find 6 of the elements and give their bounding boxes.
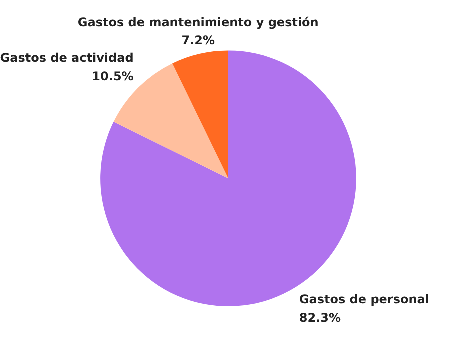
data-label: 7.2% — [182, 34, 216, 48]
slice-label: Gastos de personal — [299, 292, 430, 307]
slice-label: Gastos de actividad — [0, 51, 134, 66]
slice-label: Gastos de mantenimiento y gestión — [78, 15, 319, 30]
data-label: 82.3% — [299, 310, 342, 325]
data-label: 10.5% — [92, 69, 134, 84]
